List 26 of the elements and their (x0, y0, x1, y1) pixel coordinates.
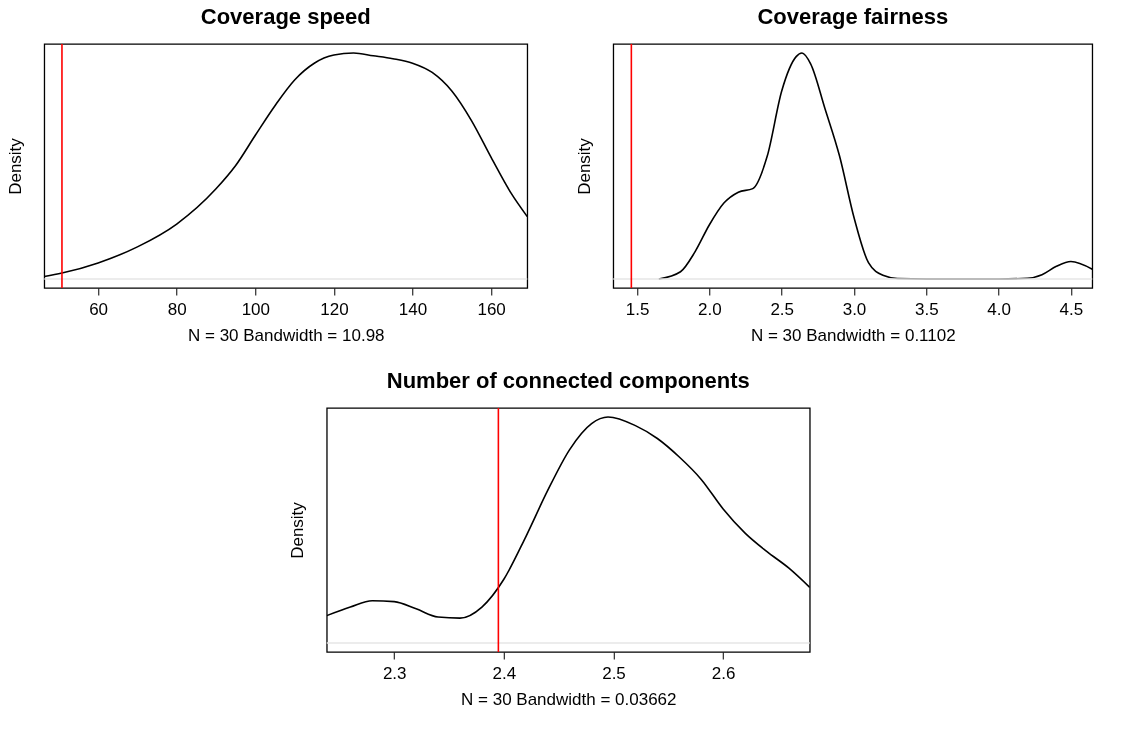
x-tick-label: 60 (89, 299, 109, 319)
x-tick-label: 80 (167, 299, 187, 319)
x-tick-label: 1.5 (625, 299, 650, 319)
x-tick-label: 120 (320, 299, 349, 319)
x-tick-label: 140 (398, 299, 428, 319)
x-tick-label: 2.0 (698, 299, 722, 319)
x-tick-label: 2.4 (492, 663, 517, 683)
x-tick-label: 160 (477, 299, 506, 319)
chart-title: Coverage speed (200, 4, 371, 30)
y-axis-title: Density (288, 501, 308, 559)
chart-title: Number of connected components (386, 368, 750, 394)
x-tick-label: 2.5 (770, 299, 795, 319)
y-axis-title: Density (5, 137, 25, 195)
x-tick-label: 2.5 (602, 663, 626, 683)
x-tick-label: 4.5 (1059, 299, 1084, 319)
x-tick-label: 100 (241, 299, 270, 319)
x-axis-title: N = 30 Bandwidth = 0.03662 (461, 689, 677, 709)
x-tick-label: 2.6 (711, 663, 736, 683)
x-tick-label: 3.5 (914, 299, 939, 319)
x-tick-label: 3.0 (842, 299, 867, 319)
chart-title: Coverage fairness (757, 4, 949, 30)
x-tick-label: 2.3 (382, 663, 407, 683)
x-axis-title: N = 30 Bandwidth = 0.1102 (750, 325, 956, 345)
x-tick-label: 4.0 (987, 299, 1011, 319)
y-axis-title: Density (574, 137, 594, 195)
x-axis-title: N = 30 Bandwidth = 10.98 (187, 325, 385, 345)
